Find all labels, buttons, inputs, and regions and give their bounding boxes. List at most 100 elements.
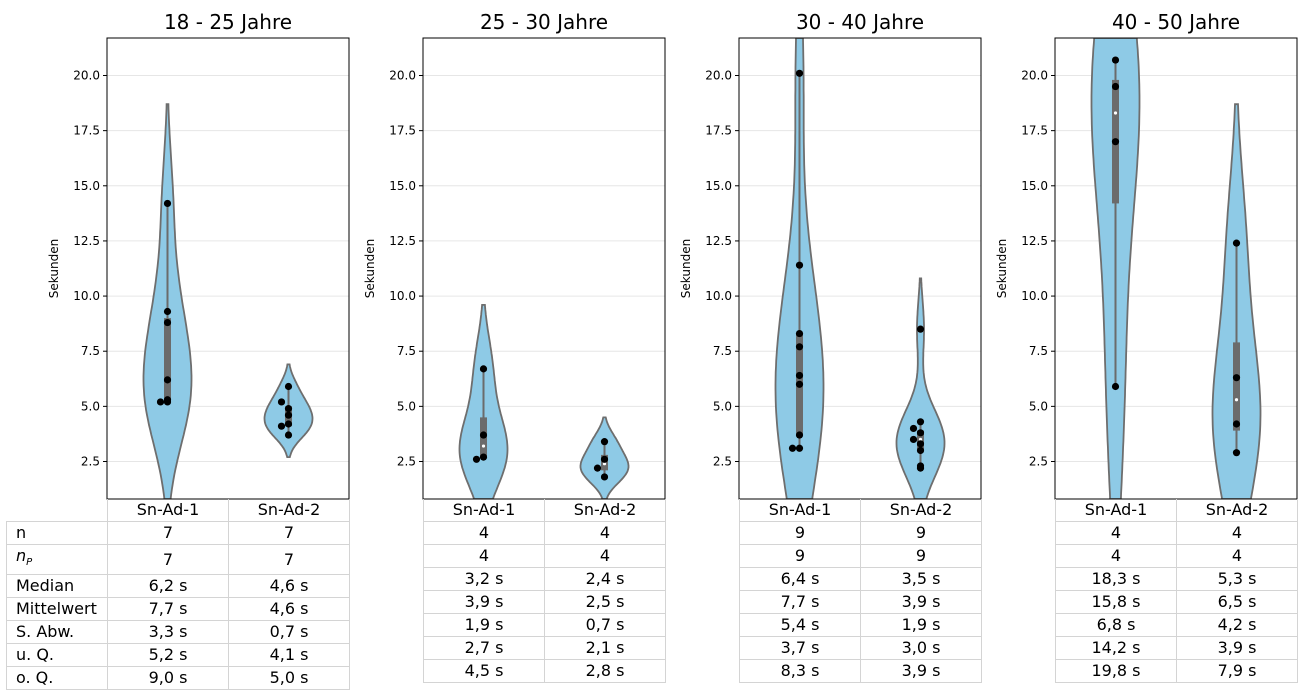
table-cell: 9 bbox=[739, 544, 861, 568]
median-marker bbox=[1234, 398, 1239, 402]
data-point bbox=[1232, 449, 1241, 457]
panel-title: 18 - 25 Jahre bbox=[164, 10, 292, 34]
table-row: 2,7 s 2,1 s bbox=[423, 636, 666, 660]
data-point bbox=[916, 429, 925, 437]
table-cell: 3,7 s bbox=[739, 636, 861, 660]
y-tick-label: 7.5 bbox=[397, 344, 416, 358]
table-cell: 19,8 s bbox=[1055, 659, 1177, 683]
table-cell: 1,9 s bbox=[423, 613, 545, 637]
table-header-row: Sn-Ad-1 Sn-Ad-2 bbox=[423, 499, 666, 522]
panel-title: 30 - 40 Jahre bbox=[796, 10, 924, 34]
table-cell: 4,2 s bbox=[1176, 613, 1298, 637]
table-cell: 4 bbox=[1176, 544, 1298, 568]
table-header-row: Sn-Ad-1 Sn-Ad-2 bbox=[7, 499, 350, 522]
data-point bbox=[163, 307, 172, 316]
table-cell: 5,4 s bbox=[739, 613, 861, 637]
table-cell: 5,3 s bbox=[1176, 567, 1298, 591]
y-tick-label: 15.0 bbox=[73, 179, 100, 193]
violin-body bbox=[895, 277, 946, 499]
data-point bbox=[163, 376, 172, 384]
y-tick-label: 20.0 bbox=[389, 68, 416, 82]
data-point bbox=[284, 431, 293, 439]
table-cell: 7 bbox=[228, 543, 350, 576]
data-point bbox=[916, 464, 925, 472]
y-tick-label: 12.5 bbox=[73, 234, 100, 248]
y-tick-label: 15.0 bbox=[389, 179, 416, 193]
data-point bbox=[795, 380, 804, 388]
table-cell: 6,2 s bbox=[107, 574, 229, 599]
stats-table-panel-1: Sn-Ad-1 Sn-Ad-2 n 7 7 nP 7 7 Median 6,2 s 4,6 s Mit… bbox=[6, 499, 350, 691]
table-cell: 4,6 s bbox=[228, 597, 350, 622]
table-row: 6,4 s 3,5 s bbox=[739, 567, 982, 591]
table-cell: 4 bbox=[423, 521, 545, 545]
table-row: 7,7 s 3,9 s bbox=[739, 590, 982, 614]
table-cell: 7 bbox=[107, 543, 229, 576]
y-tick-label: 12.5 bbox=[705, 234, 732, 248]
table-cell: 3,5 s bbox=[860, 567, 982, 591]
table-cell: 6,4 s bbox=[739, 567, 861, 591]
plot-area bbox=[1090, 38, 1262, 499]
table-cell: 4 bbox=[423, 544, 545, 568]
row-label: u. Q. bbox=[6, 643, 108, 668]
table-row: 6,8 s 4,2 s bbox=[1055, 613, 1298, 637]
y-tick-label: 2.5 bbox=[81, 455, 100, 469]
table-cell: 2,1 s bbox=[544, 636, 666, 660]
iqr-box bbox=[164, 318, 171, 402]
data-point bbox=[163, 318, 172, 327]
table-cell: 0,7 s bbox=[544, 613, 666, 637]
table-cell: 3,9 s bbox=[860, 590, 982, 614]
table-cell: 2,4 s bbox=[544, 567, 666, 591]
data-point bbox=[284, 420, 293, 428]
table-header-row: Sn-Ad-1 Sn-Ad-2 bbox=[739, 499, 982, 522]
table-corner-cell bbox=[7, 499, 108, 522]
data-point bbox=[163, 398, 172, 406]
stats-table-panel-2: Sn-Ad-1 Sn-Ad-2 4 4 4 4 3,2 s 2,4 s 3,9 s 2,5 s 1,… bbox=[423, 499, 666, 683]
y-tick-label: 2.5 bbox=[1029, 455, 1048, 469]
y-tick-label: 20.0 bbox=[73, 68, 100, 82]
y-tick-label: 17.5 bbox=[705, 124, 732, 138]
data-point bbox=[1111, 382, 1120, 391]
plot-area bbox=[774, 38, 946, 499]
table-cell: 2,7 s bbox=[423, 636, 545, 660]
y-tick-label: 7.5 bbox=[1029, 344, 1048, 358]
table-cell: 3,2 s bbox=[423, 567, 545, 591]
table-cell: 7 bbox=[107, 521, 229, 545]
row-label: Mittelwert bbox=[6, 597, 108, 622]
table-cell: 3,9 s bbox=[423, 590, 545, 614]
data-point bbox=[600, 455, 609, 463]
table-row: 19,8 s 7,9 s bbox=[1055, 659, 1298, 683]
table-cell: 7,7 s bbox=[107, 597, 229, 622]
stats-table-panel-4: Sn-Ad-1 Sn-Ad-2 4 4 4 4 18,3 s 5,3 s 15,8 s 6,5 s… bbox=[1055, 499, 1298, 683]
y-tick-label: 20.0 bbox=[705, 68, 732, 82]
y-tick-label: 15.0 bbox=[705, 179, 732, 193]
table-cell: 3,9 s bbox=[860, 659, 982, 683]
data-point bbox=[916, 446, 925, 455]
table-cell: 9 bbox=[860, 544, 982, 568]
table-cell: 4 bbox=[544, 521, 666, 545]
data-point bbox=[788, 444, 797, 452]
panel-title: 25 - 30 Jahre bbox=[480, 10, 608, 34]
y-tick-label: 5.0 bbox=[713, 399, 732, 413]
table-row: 18,3 s 5,3 s bbox=[1055, 567, 1298, 591]
y-tick-label: 20.0 bbox=[1021, 68, 1048, 82]
data-point bbox=[1232, 374, 1241, 382]
panel-3: 2.5 5.0 7.5 10.0 12.5 15.0 17.5 20.0 Sekunden 30 … bbox=[679, 10, 982, 500]
data-point bbox=[795, 329, 804, 338]
table-cell: 4,6 s bbox=[228, 574, 350, 599]
table-cell: 1,9 s bbox=[860, 613, 982, 637]
median-marker bbox=[602, 462, 607, 466]
y-tick-label: 2.5 bbox=[397, 455, 416, 469]
x-tick-label: Sn-Ad-2 bbox=[860, 499, 982, 522]
plot-area bbox=[142, 103, 314, 499]
y-tick-label: 7.5 bbox=[81, 344, 100, 358]
y-tick-label: 2.5 bbox=[713, 455, 732, 469]
data-point bbox=[1111, 82, 1120, 91]
table-cell: 4 bbox=[1055, 521, 1177, 545]
table-row: 3,7 s 3,0 s bbox=[739, 636, 982, 660]
data-point bbox=[909, 424, 918, 433]
x-tick-label: Sn-Ad-2 bbox=[1176, 499, 1298, 522]
table-row: 15,8 s 6,5 s bbox=[1055, 590, 1298, 614]
